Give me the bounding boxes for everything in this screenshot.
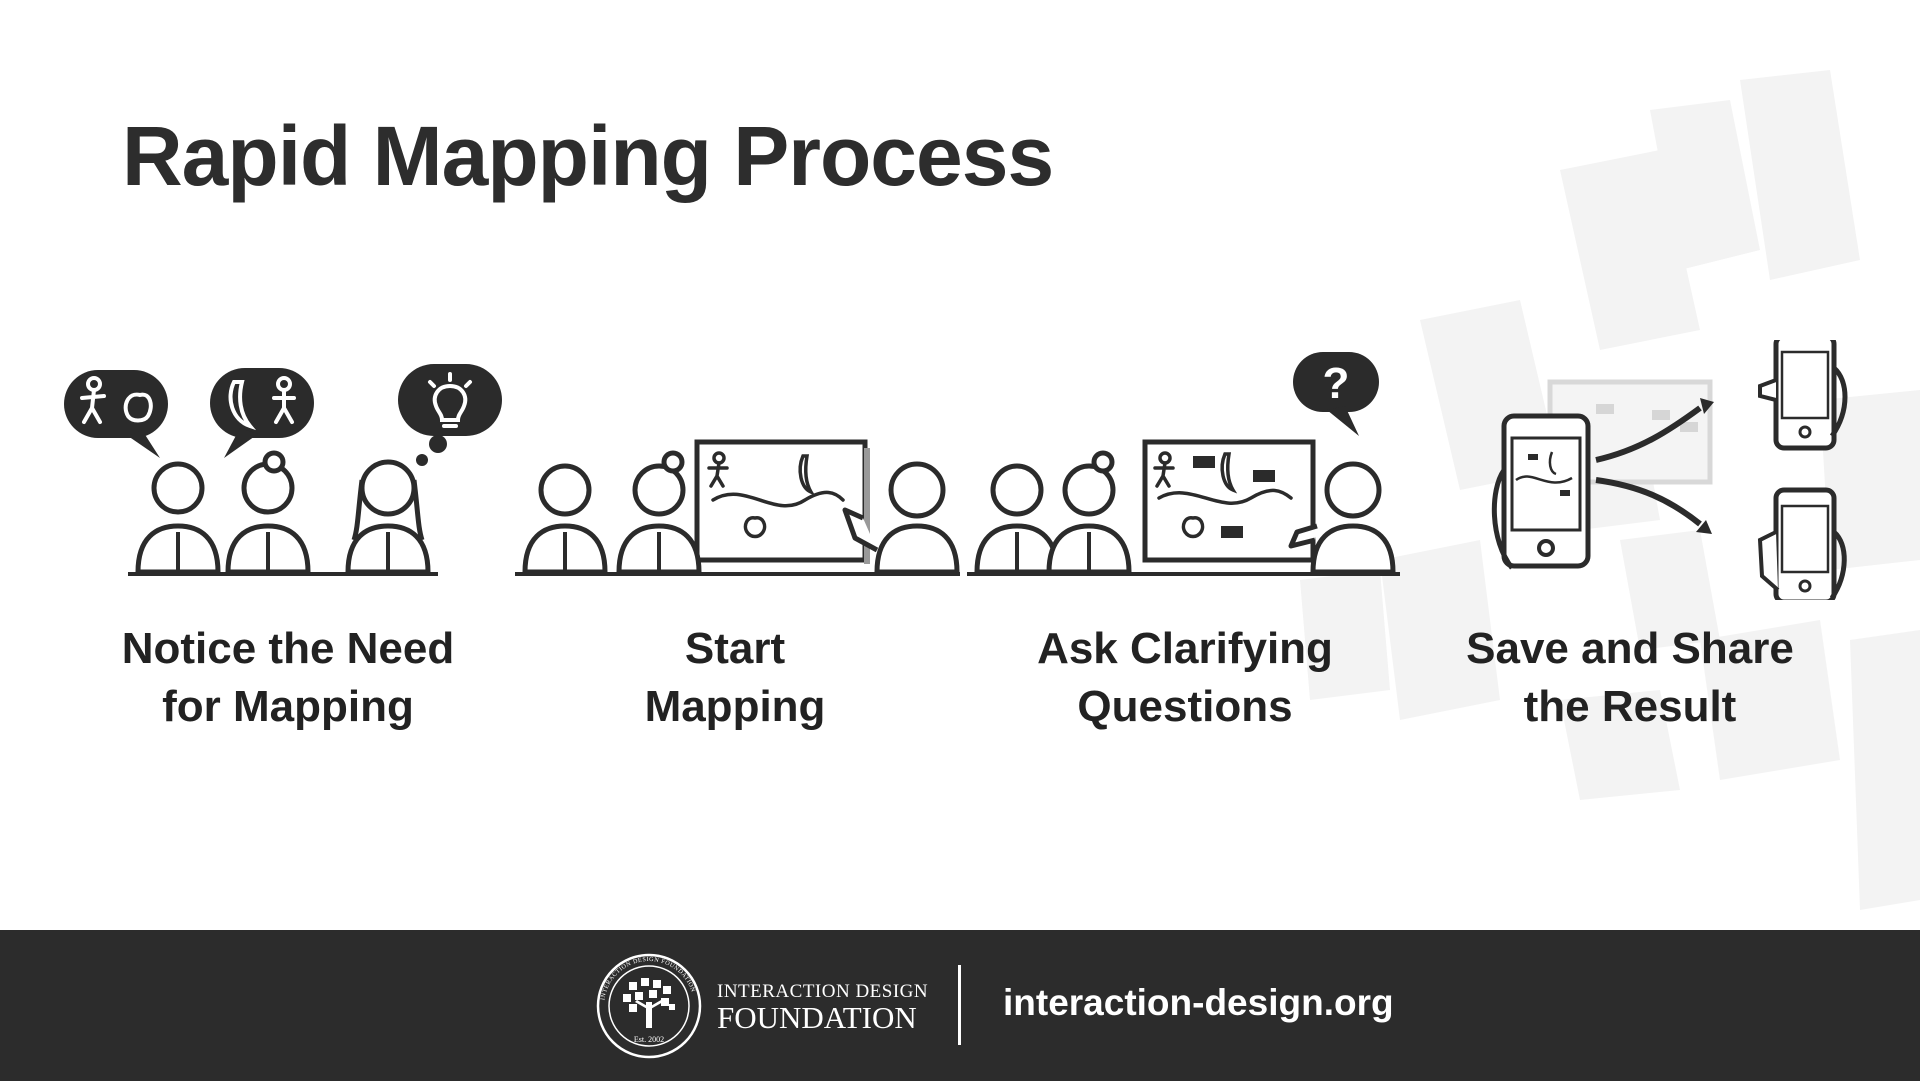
page-title: Rapid Mapping Process — [122, 109, 1054, 203]
footer-url-link[interactable]: interaction-design.org — [1003, 982, 1394, 1023]
people-asking-question-icon: ? — [967, 352, 1400, 576]
people-mapping-on-board-icon — [515, 439, 960, 576]
step-ask-questions: ? Ask Clarifying Questions — [955, 340, 1415, 760]
logo-est: Est. 2002 — [634, 1035, 664, 1044]
org-name-line2: FOUNDATION — [717, 1000, 917, 1035]
step-start-mapping: Start Mapping — [505, 340, 965, 760]
step-label: Ask Clarifying Questions — [955, 620, 1415, 736]
step-label-line2: the Result — [1523, 682, 1737, 731]
footer-org-name: INTERACTION DESIGN FOUNDATION — [717, 982, 928, 1034]
idf-logo-icon: INTERACTION DESIGN FOUNDATION Est. 2002 — [596, 953, 702, 1059]
phone-share-icon — [1491, 340, 1848, 600]
step-label-line2: Questions — [1077, 682, 1293, 731]
step-label-line1: Start — [684, 624, 786, 673]
org-name-line1: INTERACTION DESIGN — [717, 981, 929, 1002]
step-label: Notice the Need for Mapping — [58, 620, 518, 736]
step-label-line1: Notice the Need — [121, 624, 455, 673]
step-notice-need: Notice the Need for Mapping — [58, 340, 518, 760]
question-mark: ? — [1323, 359, 1350, 408]
footer-divider — [958, 965, 961, 1045]
step-label: Save and Share the Result — [1400, 620, 1860, 736]
step-label-line2: for Mapping — [162, 682, 414, 731]
step-label: Start Mapping — [505, 620, 965, 736]
step-label-line1: Ask Clarifying — [1037, 624, 1333, 673]
people-with-thought-bubbles-icon — [64, 364, 502, 576]
step-save-share: Save and Share the Result — [1400, 340, 1860, 760]
step-label-line2: Mapping — [644, 682, 826, 731]
footer: INTERACTION DESIGN FOUNDATION Est. 2002 … — [0, 930, 1920, 1081]
step-label-line1: Save and Share — [1466, 624, 1794, 673]
